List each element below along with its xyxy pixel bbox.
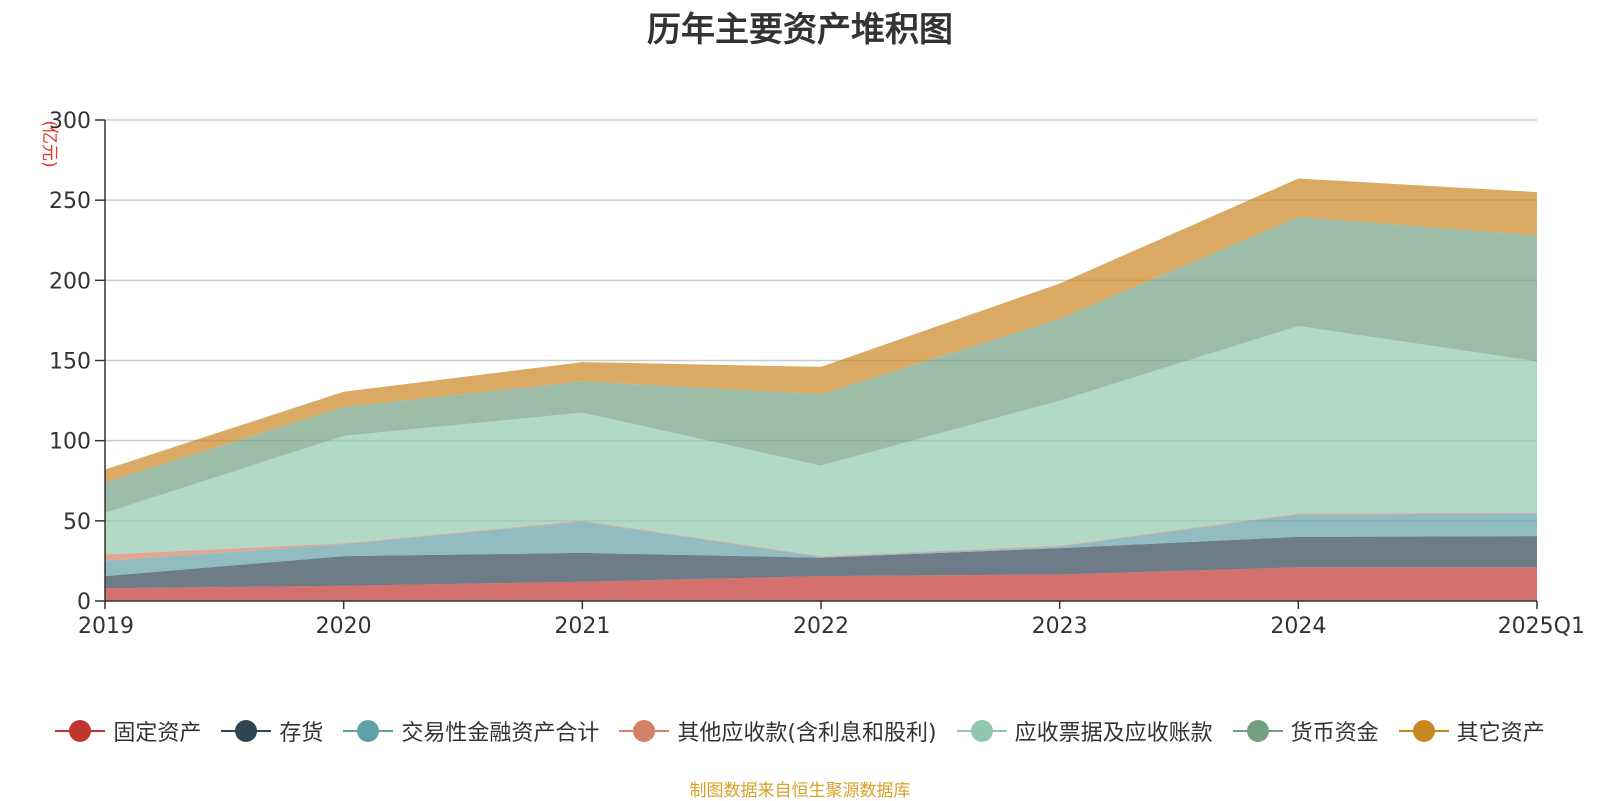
y-tick-label: 100	[49, 430, 91, 455]
legend-marker-icon	[343, 719, 394, 743]
legend-item-1[interactable]: 固定资产	[55, 715, 201, 747]
chart-title: 历年主要资产堆积图	[647, 10, 953, 50]
legend-item-2[interactable]: 存货	[221, 715, 323, 747]
legend-marker-icon	[1398, 719, 1449, 743]
y-tick-label: 200	[49, 269, 91, 294]
legend-label: 存货	[279, 721, 324, 746]
x-tick-label: 2020	[316, 614, 372, 639]
x-tick-label: 2024	[1270, 614, 1326, 639]
area-series-6[interactable]	[105, 217, 1537, 513]
legend-label: 货币资金	[1290, 721, 1379, 746]
source-note: 制图数据来自恒生聚源数据库	[689, 781, 911, 801]
legend-marker-icon	[1232, 719, 1283, 743]
area-series-5[interactable]	[105, 326, 1537, 557]
x-tick-label: 2025Q1	[1498, 614, 1585, 639]
legend-item-7[interactable]: 其它资产	[1398, 715, 1545, 747]
x-tick-label: 2019	[78, 614, 134, 639]
legend: 固定资产 存货 交易性金融资产合计 其他应收款(含利息和股利) 应收票据及应收账款 货币资…	[0, 714, 1600, 748]
x-tick-label: 2021	[554, 614, 610, 639]
legend-item-5[interactable]: 应收票据及应收账款	[956, 715, 1213, 747]
x-tick-label: 2023	[1032, 614, 1088, 639]
legend-marker-icon	[956, 719, 1007, 743]
legend-item-4[interactable]: 其他应收款(含利息和股利)	[619, 715, 937, 747]
area-series-3[interactable]	[105, 513, 1537, 577]
legend-label: 其他应收款(含利息和股利)	[677, 721, 937, 746]
legend-item-3[interactable]: 交易性金融资产合计	[343, 715, 599, 747]
legend-label: 应收票据及应收账款	[1014, 721, 1213, 746]
legend-label: 交易性金融资产合计	[401, 721, 600, 746]
legend-label: 其它资产	[1456, 721, 1545, 746]
y-tick-label: 150	[49, 350, 91, 375]
y-tick-label: 300	[49, 109, 91, 134]
y-tick-label: 250	[49, 189, 91, 214]
x-tick-label: 2022	[793, 614, 849, 639]
legend-item-6[interactable]: 货币资金	[1232, 715, 1379, 747]
y-tick-label: 0	[77, 590, 91, 615]
legend-marker-icon	[619, 719, 670, 743]
y-axis-unit-label: (亿元)	[39, 120, 59, 167]
legend-marker-icon	[221, 719, 272, 743]
area-series-7[interactable]	[105, 178, 1537, 483]
area-series-1[interactable]	[105, 567, 1537, 601]
legend-label: 固定资产	[113, 721, 202, 746]
axes: 0 50 100 150 200 250 300 2019 2020 2021 2022 2023 20…	[49, 109, 1585, 639]
legend-marker-icon	[55, 719, 106, 743]
area-series	[105, 178, 1537, 601]
y-tick-label: 50	[63, 510, 91, 535]
area-series-2[interactable]	[105, 536, 1537, 589]
